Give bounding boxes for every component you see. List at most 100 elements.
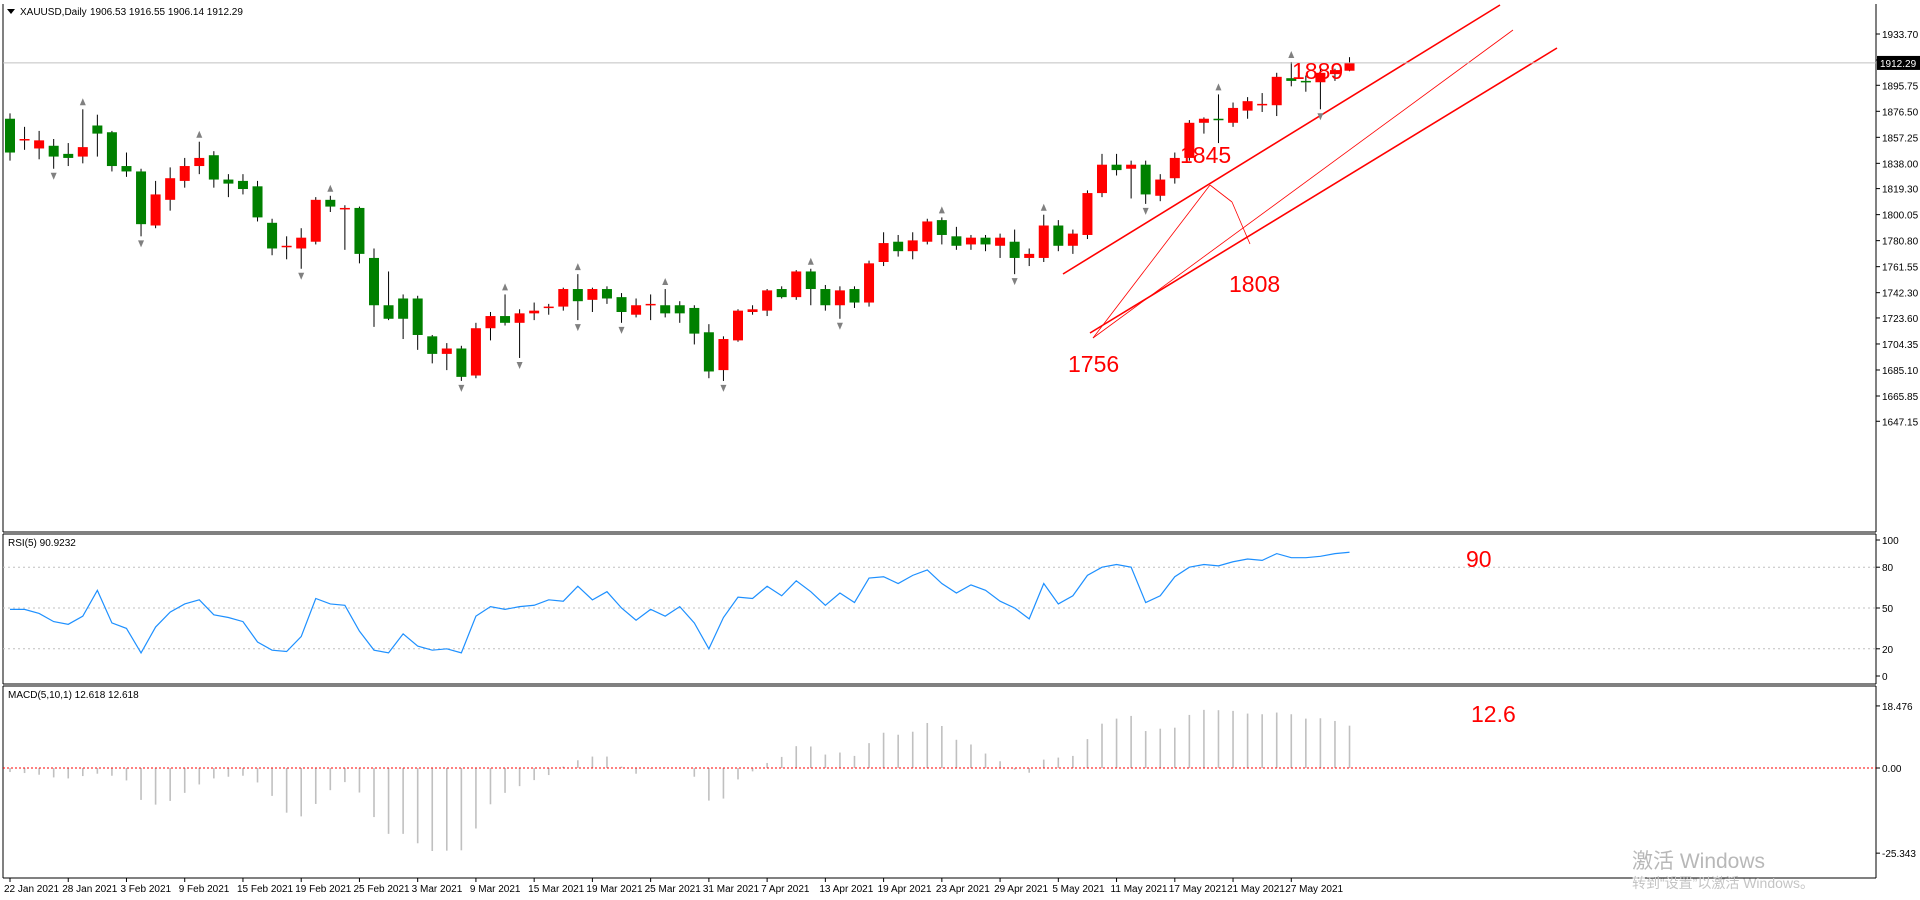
candle bbox=[1242, 97, 1253, 119]
fractal-up-icon bbox=[327, 184, 334, 192]
trend-line[interactable] bbox=[1062, 4, 1501, 275]
macd-tick-label: 0.00 bbox=[1882, 764, 1902, 775]
candle bbox=[572, 274, 583, 321]
candle bbox=[733, 309, 743, 342]
trend-line[interactable] bbox=[1231, 201, 1251, 245]
candle bbox=[310, 197, 321, 245]
fractal-down-icon bbox=[618, 326, 625, 334]
rsi-tick-label: 50 bbox=[1882, 604, 1894, 615]
candle bbox=[1257, 93, 1268, 112]
candle bbox=[165, 167, 176, 211]
fractal-down-icon bbox=[1142, 207, 1149, 215]
candle bbox=[1271, 72, 1282, 117]
fractal-down-icon bbox=[138, 240, 145, 248]
annotation-1845: 1845 bbox=[1180, 142, 1231, 168]
date-tick-label: 25 Feb 2021 bbox=[353, 884, 410, 895]
date-tick-label: 25 Mar 2021 bbox=[645, 884, 702, 895]
fractal-down-icon bbox=[50, 172, 57, 180]
candle bbox=[776, 286, 787, 299]
candle bbox=[1184, 120, 1195, 161]
current-price-tag: 1912.29 bbox=[1877, 55, 1920, 70]
candle bbox=[179, 157, 190, 188]
rsi-tick-label: 20 bbox=[1882, 645, 1894, 656]
price-channel-lines[interactable] bbox=[1062, 4, 1558, 339]
candle bbox=[951, 226, 962, 250]
fractal-up-icon bbox=[1215, 83, 1222, 91]
chart-symbol-label: XAUUSD,Daily bbox=[20, 7, 87, 18]
macd-panel[interactable]: MACD(5,10,1) 12.618 12.618 12.6 bbox=[2, 685, 1877, 879]
rsi-tick-label: 80 bbox=[1882, 563, 1894, 574]
date-tick-label: 19 Mar 2021 bbox=[586, 884, 643, 895]
candle bbox=[456, 345, 467, 381]
candle bbox=[907, 232, 918, 260]
fractal-up-icon bbox=[1288, 50, 1295, 58]
candle bbox=[834, 286, 845, 319]
price-tick-label: 1819.30 bbox=[1882, 185, 1919, 196]
candle bbox=[398, 294, 409, 340]
candle bbox=[194, 141, 205, 175]
date-tick-label: 22 Jan 2021 bbox=[4, 884, 59, 895]
candle bbox=[1024, 248, 1035, 267]
fractal-down-icon bbox=[574, 324, 581, 332]
macd-tick-label: 18.476 bbox=[1882, 702, 1913, 713]
annotation-1808: 1808 bbox=[1229, 271, 1280, 297]
candle bbox=[1329, 68, 1340, 81]
annotation-1756: 1756 bbox=[1068, 351, 1119, 377]
date-tick-label: 19 Apr 2021 bbox=[878, 884, 932, 895]
candlestick-series bbox=[5, 57, 1355, 381]
chart-menu-arrow-icon[interactable] bbox=[7, 9, 15, 14]
price-tick-label: 1780.80 bbox=[1882, 237, 1919, 248]
trend-line[interactable] bbox=[1089, 47, 1558, 334]
price-tick-label: 1933.70 bbox=[1882, 30, 1919, 41]
candle bbox=[354, 206, 365, 264]
price-tick-label: 1838.00 bbox=[1882, 159, 1919, 170]
candle bbox=[1053, 220, 1064, 252]
candle bbox=[252, 180, 263, 222]
candle bbox=[660, 289, 671, 318]
candle bbox=[791, 270, 802, 300]
candle bbox=[514, 309, 525, 358]
macd-histogram bbox=[9, 709, 1351, 851]
rsi-title: RSI(5) 90.9232 bbox=[8, 538, 76, 549]
price-tick-label: 1685.10 bbox=[1882, 366, 1919, 377]
date-tick-label: 3 Feb 2021 bbox=[120, 884, 171, 895]
price-tick-label: 1876.50 bbox=[1882, 107, 1919, 118]
trend-line[interactable] bbox=[1092, 29, 1514, 339]
candle bbox=[500, 294, 511, 326]
candle bbox=[1315, 67, 1326, 110]
candle bbox=[529, 302, 540, 321]
date-tick-label: 15 Mar 2021 bbox=[528, 884, 585, 895]
fractal-down-icon bbox=[836, 322, 843, 330]
candle bbox=[223, 174, 234, 198]
candle bbox=[5, 113, 15, 161]
price-tick-label: 1761.55 bbox=[1882, 263, 1919, 274]
candle bbox=[237, 174, 248, 195]
candle bbox=[936, 217, 947, 245]
candle bbox=[281, 236, 292, 260]
date-tick-label: 9 Mar 2021 bbox=[470, 884, 521, 895]
fractal-down-icon bbox=[298, 272, 305, 280]
rsi-line bbox=[10, 551, 1350, 655]
fractal-down-icon bbox=[458, 384, 465, 392]
trend-line[interactable] bbox=[1092, 184, 1211, 339]
candle bbox=[703, 324, 714, 379]
date-tick-label: 17 May 2021 bbox=[1169, 884, 1227, 895]
candle bbox=[208, 151, 219, 188]
date-tick-label: 11 May 2021 bbox=[1111, 884, 1169, 895]
trend-line[interactable] bbox=[1209, 184, 1233, 203]
candle bbox=[820, 284, 831, 311]
candle bbox=[106, 130, 117, 172]
candle bbox=[1111, 153, 1122, 176]
candle bbox=[427, 334, 438, 364]
rsi-axis: 100 80 50 20 0 bbox=[1876, 536, 1899, 683]
candle bbox=[1067, 229, 1078, 254]
macd-title: MACD(5,10,1) 12.618 12.618 bbox=[8, 690, 139, 701]
rsi-panel[interactable]: RSI(5) 90.9232 90 bbox=[2, 533, 1877, 685]
windows-activation-title: 激活 Windows bbox=[1632, 850, 1765, 873]
candle bbox=[412, 295, 423, 350]
candle bbox=[267, 218, 278, 256]
price-tick-label: 1704.35 bbox=[1882, 340, 1919, 351]
price-chart-panel[interactable]: XAUUSD,Daily 1906.53 1916.55 1906.14 191… bbox=[2, 4, 1877, 533]
fractal-up-icon bbox=[938, 206, 945, 214]
rsi-annotation: 90 bbox=[1466, 546, 1492, 572]
